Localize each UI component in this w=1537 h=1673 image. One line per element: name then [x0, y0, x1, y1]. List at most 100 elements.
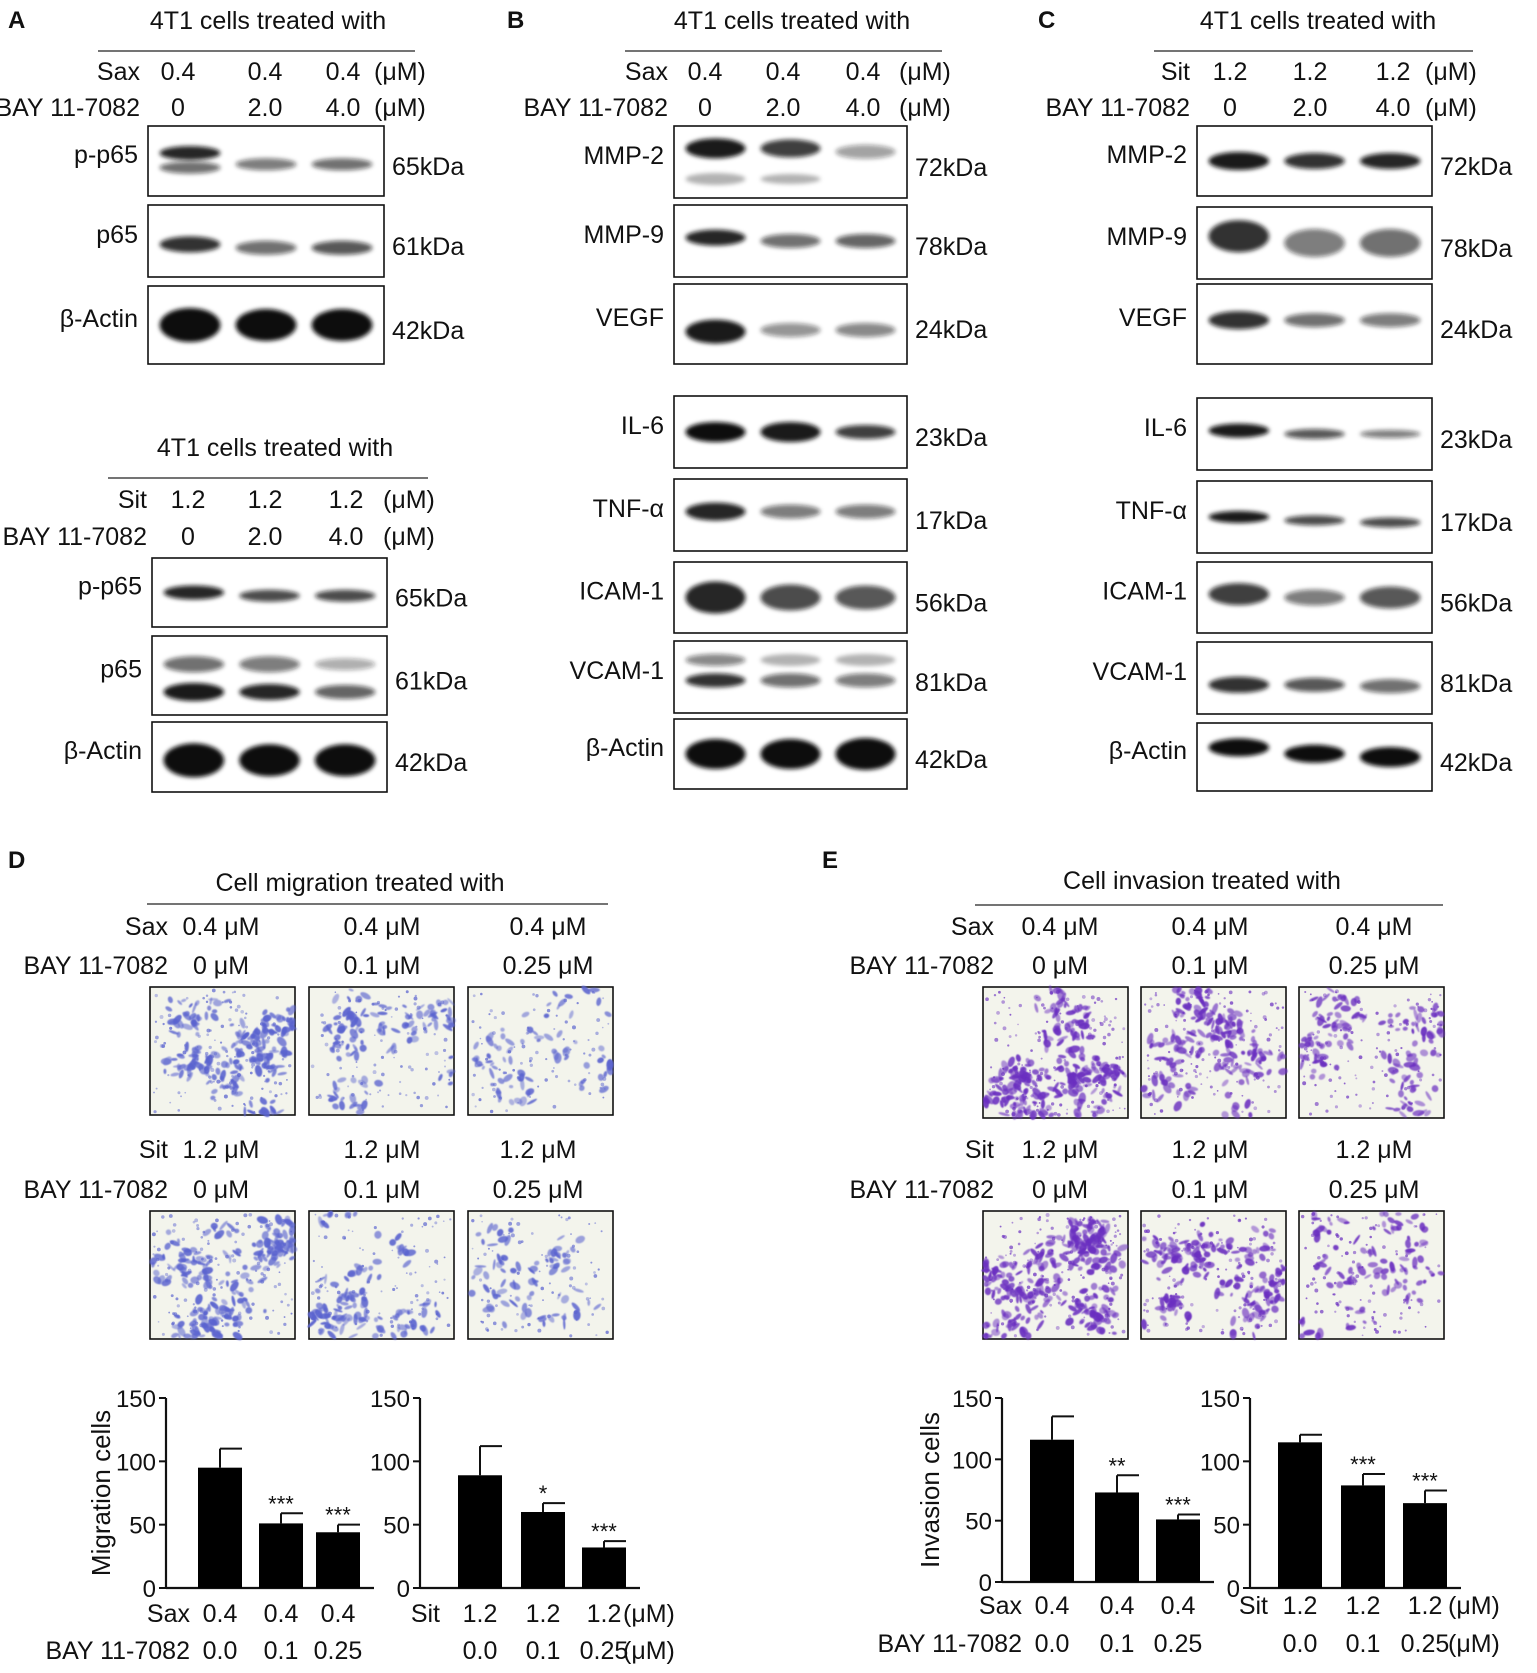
condition-label: BAY 11-7082 [0, 94, 140, 122]
blot-band [835, 504, 896, 519]
condition-value: 1.2 μM [1022, 1136, 1099, 1164]
kda-label: 56kDa [915, 590, 987, 618]
unit-label: (μM) [623, 1637, 675, 1665]
blot-band [159, 161, 221, 174]
microscopy-field [1298, 986, 1445, 1119]
blot-band [760, 139, 821, 158]
x-tick-label: 1.2 [587, 1600, 622, 1628]
blot-band [314, 744, 376, 777]
bar [316, 1532, 360, 1588]
blot-band [1359, 153, 1421, 169]
x-tick-label: 0.25 [314, 1637, 363, 1665]
blot-band [1284, 589, 1345, 606]
condition-value: 0.4 μM [1336, 913, 1413, 941]
x-condition-label: Sit [1239, 1592, 1268, 1620]
microscopy-field [467, 1210, 614, 1340]
condition-value: 0.4 [766, 58, 801, 86]
panel-letter-b: B [507, 7, 524, 34]
blot-header: 4T1 cells treated with [157, 434, 393, 462]
blot-band [1284, 313, 1345, 328]
kda-label: 17kDa [1440, 509, 1512, 537]
blot-band [835, 323, 896, 338]
condition-label: BAY 11-7082 [23, 1176, 168, 1204]
x-tick-label: 0.1 [1100, 1630, 1135, 1658]
condition-value: 1.2 [248, 486, 283, 514]
blot-band [1208, 676, 1270, 693]
protein-label: MMP-2 [1106, 141, 1187, 169]
bar [458, 1475, 502, 1588]
condition-value: 1.2 μM [344, 1136, 421, 1164]
y-tick-label: 0 [979, 1570, 992, 1597]
blot-band [685, 673, 746, 688]
condition-value: 2.0 [766, 94, 801, 122]
x-tick-label: 0.25 [1401, 1630, 1450, 1658]
protein-label: VCAM-1 [570, 657, 664, 685]
unit-label: (μM) [899, 58, 951, 86]
blot-band [760, 673, 821, 688]
blot-band [314, 685, 376, 699]
blot-band [1359, 229, 1421, 257]
kda-label: 65kDa [395, 585, 467, 613]
significance-marker: ** [1108, 1453, 1126, 1478]
y-tick-label: 100 [116, 1449, 156, 1476]
y-tick-label: 50 [129, 1513, 156, 1540]
condition-label: BAY 11-7082 [523, 94, 668, 122]
condition-value: 0.4 [846, 58, 881, 86]
blot-band [1208, 738, 1270, 757]
y-tick-label: 100 [1200, 1449, 1240, 1476]
panel-letter-c: C [1038, 7, 1055, 34]
x-tick-label: 0.25 [1154, 1630, 1203, 1658]
kda-label: 23kDa [915, 424, 987, 452]
microscopy-field [307, 1210, 455, 1341]
blot-band [1359, 313, 1421, 328]
protein-label: VEGF [596, 304, 664, 332]
blot-header: 4T1 cells treated with [674, 7, 910, 35]
condition-value: 0.4 μM [510, 913, 587, 941]
microscopy-field [982, 985, 1129, 1120]
condition-value: 2.0 [248, 523, 283, 551]
protein-label: MMP-2 [583, 142, 664, 170]
condition-value: 0.4 [248, 58, 283, 86]
blot-band [1284, 515, 1345, 526]
condition-value: 0 μM [1032, 952, 1088, 980]
x-condition-label: BAY 11-7082 [45, 1637, 190, 1665]
protein-label: TNF-α [593, 495, 664, 523]
blot-band [311, 158, 373, 171]
blot-band [311, 309, 373, 341]
blot-band [1208, 152, 1270, 170]
blot-band [685, 229, 746, 246]
kda-label: 81kDa [1440, 670, 1512, 698]
condition-value: 0 μM [193, 952, 249, 980]
x-condition-label: Sax [979, 1592, 1023, 1620]
protein-label: β-Actin [64, 737, 142, 765]
unit-label: (μM) [383, 523, 435, 551]
kda-label: 42kDa [395, 749, 467, 777]
unit-label: (μM) [623, 1600, 675, 1628]
kda-label: 42kDa [1440, 749, 1512, 777]
protein-label: ICAM-1 [1102, 578, 1187, 606]
blot-band [1208, 511, 1270, 523]
condition-value: 1.2 μM [500, 1136, 577, 1164]
blot-band [760, 739, 821, 769]
blot-band [159, 308, 221, 342]
condition-label: Sax [951, 913, 995, 941]
unit-label: (μM) [1425, 58, 1477, 86]
y-tick-label: 50 [383, 1513, 410, 1540]
blot-header: 4T1 cells treated with [1200, 7, 1436, 35]
blot-band [314, 589, 376, 602]
blot-band [835, 234, 896, 248]
protein-label: VCAM-1 [1093, 658, 1187, 686]
condition-value: 0.4 μM [1172, 913, 1249, 941]
unit-label: (μM) [374, 58, 426, 86]
bar [1403, 1503, 1447, 1588]
kda-label: 72kDa [1440, 153, 1512, 181]
panel-letter-a: A [8, 7, 25, 34]
condition-value: 0 [698, 94, 712, 122]
condition-value: 0.4 [688, 58, 723, 86]
condition-value: 0 [171, 94, 185, 122]
blot-band [314, 658, 376, 671]
microscopy-field [149, 1210, 298, 1341]
bar [582, 1547, 626, 1588]
